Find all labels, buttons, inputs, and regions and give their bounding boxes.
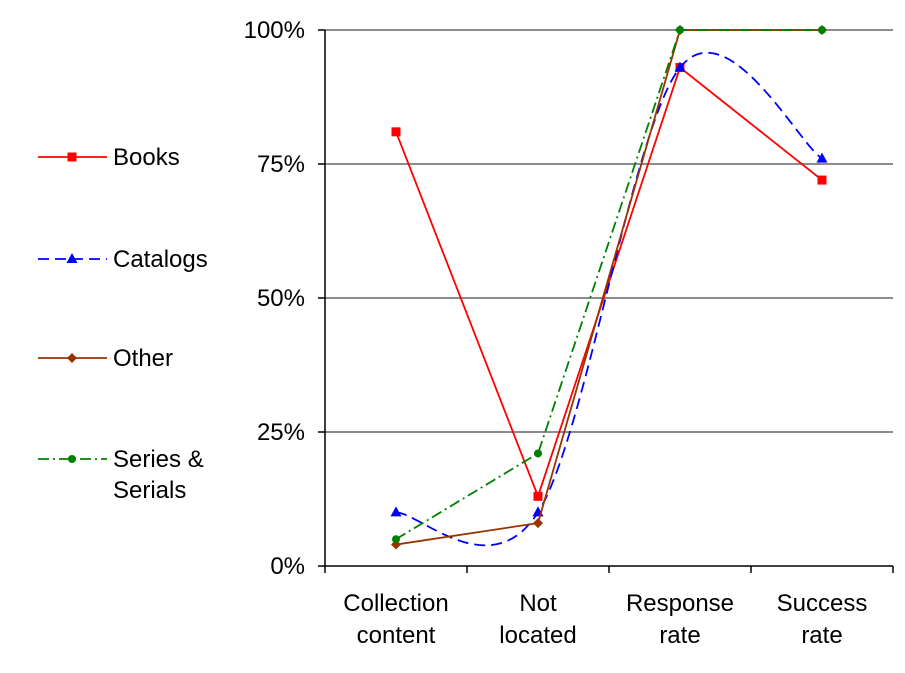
y-tick-label: 100% <box>244 17 305 44</box>
x-tick-label: Not located <box>499 590 576 649</box>
data-point <box>533 491 543 501</box>
legend-label-line: Serials <box>113 477 186 504</box>
data-point <box>676 26 684 34</box>
y-tick-label: 0% <box>270 553 305 580</box>
x-tick-label-line: Success <box>777 590 868 617</box>
y-tick-label: 75% <box>257 151 305 178</box>
data-point <box>391 127 401 137</box>
data-point <box>818 26 826 34</box>
legend-label: Books <box>113 144 180 171</box>
data-point <box>390 506 402 517</box>
x-tick-label-line: Response <box>626 590 734 617</box>
legend-label-line: Other <box>113 345 173 372</box>
legend-swatch-marker <box>67 152 77 162</box>
series-series-serials <box>392 26 826 544</box>
legend-swatch-marker <box>67 353 77 363</box>
grid-layer <box>325 29 893 433</box>
data-point <box>392 535 400 544</box>
x-tick-label: Success rate <box>777 590 868 649</box>
y-tick-label: 50% <box>257 285 305 312</box>
legend-label-line: Series & <box>113 446 204 473</box>
x-tick-label-line: rate <box>659 622 700 649</box>
x-tick-label-line: Not <box>519 590 557 617</box>
legend-label: Series & Serials <box>113 446 204 504</box>
x-tick-label: Response rate <box>626 590 734 649</box>
y-tick-label: 25% <box>257 419 305 446</box>
series-layer <box>390 25 828 550</box>
data-point <box>533 518 543 529</box>
axis-layer: 0% 25% 50% 75% 100% Collection content Not locat… <box>244 17 894 649</box>
x-tick-label-line: located <box>499 622 576 649</box>
legend-label: Other <box>113 345 173 372</box>
x-tick-label: Collection content <box>343 590 448 649</box>
legend: Books Catalogs Other Series & Serials <box>38 144 208 504</box>
legend-swatch-marker <box>68 455 76 463</box>
series-line <box>395 29 822 546</box>
x-tick-label-line: rate <box>801 622 842 649</box>
legend-item: Series & Serials <box>38 446 204 504</box>
legend-item: Books <box>38 144 180 171</box>
series-line <box>395 66 823 499</box>
data-point <box>534 449 542 458</box>
data-point <box>816 152 828 163</box>
data-point <box>674 61 686 72</box>
legend-item: Catalogs <box>38 246 208 273</box>
x-tick-label-line: Collection <box>343 590 448 617</box>
series-line <box>395 51 823 547</box>
legend-item: Other <box>38 345 173 372</box>
x-tick-label-line: content <box>357 622 436 649</box>
legend-label-line: Catalogs <box>113 246 208 273</box>
series-books <box>391 63 827 501</box>
legend-label: Catalogs <box>113 246 208 273</box>
series-catalogs <box>390 51 828 547</box>
data-point <box>817 175 827 185</box>
legend-swatch-marker <box>66 253 78 263</box>
legend-label-line: Books <box>113 144 180 171</box>
